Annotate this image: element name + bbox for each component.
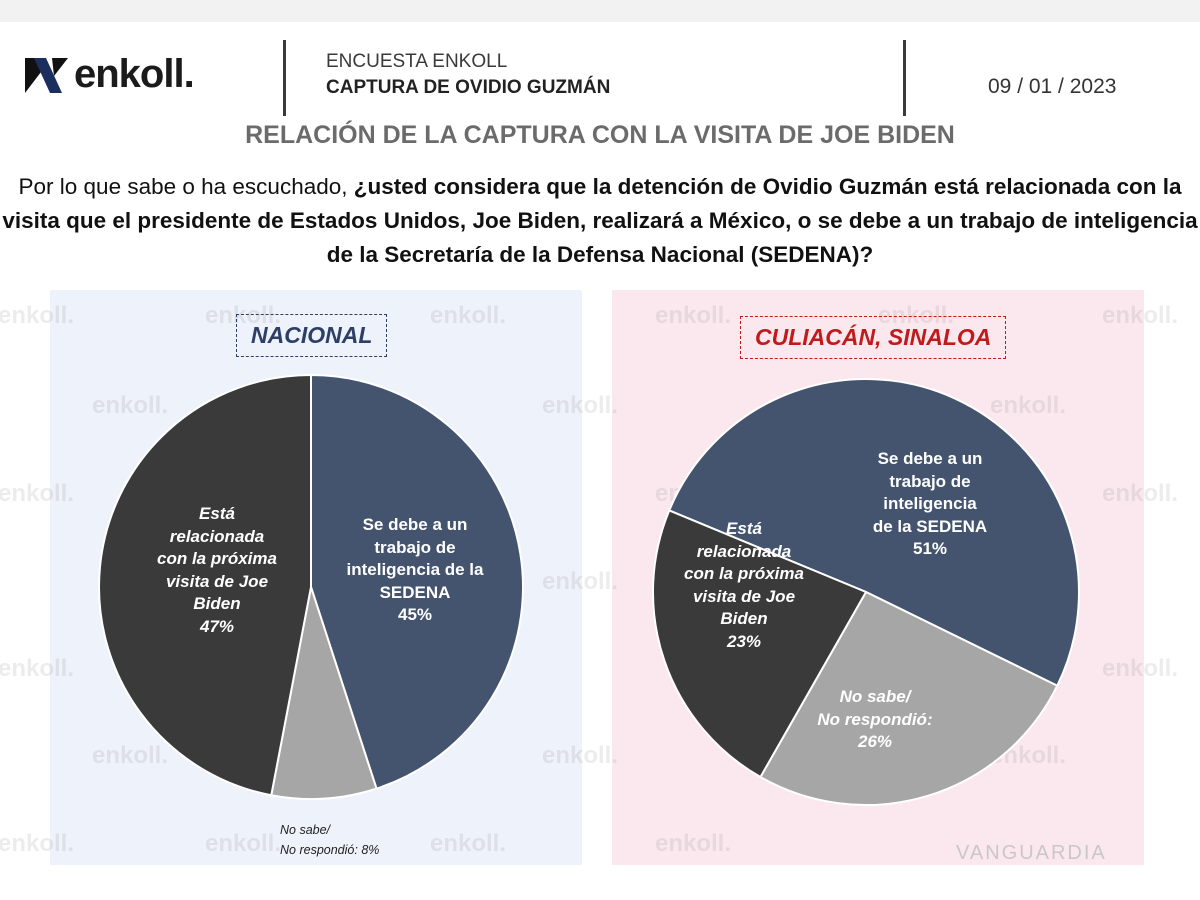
watermark: enkoll.: [655, 830, 732, 857]
header-divider-right: [903, 40, 906, 116]
label-line: Está: [199, 504, 235, 523]
source-watermark: VANGUARDIA: [956, 842, 1107, 864]
pie-slice-culiacan-sedena: [667, 378, 1080, 688]
watermark: enkoll.: [0, 655, 75, 682]
label-line: No respondió:: [280, 843, 358, 857]
top-strip: [0, 0, 1200, 22]
label-value: 45%: [397, 605, 433, 624]
label-line: SEDENA: [379, 582, 451, 602]
label-value: 51%: [912, 539, 948, 558]
label-line: trabajo de: [374, 537, 456, 557]
label-line-with-value: No respondió: 8%: [280, 840, 379, 860]
pie-slice-culiacan-nosabe: [759, 590, 1059, 806]
question-bold: ¿usted considera que la detención de Ovi…: [2, 174, 1198, 267]
label-nacional-nosabe: No sabe/ No respondió: 8%: [280, 820, 379, 860]
label-value: 8%: [361, 843, 380, 857]
label-line: con la próxima: [684, 564, 804, 583]
label-line: Se debe a un: [362, 515, 468, 534]
logo-text: enkoll.: [74, 52, 195, 96]
label-line: de la SEDENA: [872, 516, 988, 536]
label-value: 23%: [726, 631, 762, 651]
watermark: enkoll.: [1102, 302, 1179, 329]
survey-info: ENCUESTA ENKOLL CAPTURA DE OVIDIO GUZMÁN: [326, 50, 610, 102]
question-intro: Por lo que sabe o ha escuchado,: [18, 174, 354, 199]
label-line: relacionada: [169, 526, 265, 546]
label-value: 26%: [857, 732, 893, 751]
watermark: enkoll.: [878, 302, 955, 329]
label-culiacan-sedena: Se debe a un trabajo de inteligencia de …: [850, 448, 1010, 561]
pie-slice-nacional-sedena: [310, 373, 524, 790]
watermark: enkoll.: [542, 568, 619, 595]
region-title-nacional: NACIONAL: [236, 314, 388, 357]
enkoll-logo: enkoll.: [22, 52, 195, 96]
survey-date: 09 / 01 / 2023: [988, 75, 1117, 98]
survey-topic: CAPTURA DE OVIDIO GUZMÁN: [326, 77, 611, 98]
watermark: enkoll.: [205, 302, 282, 329]
label-line: Se debe a un: [877, 449, 983, 468]
watermark: enkoll.: [430, 302, 507, 329]
watermark: enkoll.: [92, 392, 169, 419]
pie-slice-culiacan-biden: [652, 509, 868, 779]
label-nacional-biden: Está relacionada con la próxima visita d…: [132, 503, 302, 638]
watermark: enkoll.: [0, 302, 75, 329]
label-value: 47%: [199, 616, 235, 636]
label-line: inteligencia de la: [346, 560, 484, 579]
header-divider-left: [283, 40, 286, 116]
label-nacional-sedena: Se debe a un trabajo de inteligencia de …: [330, 514, 500, 627]
watermark: enkoll.: [92, 742, 169, 769]
label-line: visita de Joe: [692, 586, 796, 606]
watermark: enkoll.: [990, 392, 1067, 419]
label-line: trabajo de: [889, 471, 971, 491]
watermark: enkoll.: [1102, 480, 1179, 507]
label-line: No sabe/: [280, 823, 331, 837]
label-line: Biden: [720, 609, 768, 628]
pie-slice-nacional-nosabe: [270, 586, 378, 800]
watermark: enkoll.: [0, 480, 75, 507]
watermark: enkoll.: [655, 302, 732, 329]
survey-question: Por lo que sabe o ha escuchado, ¿usted c…: [0, 170, 1200, 272]
label-culiacan-biden: Está relacionada con la próxima visita d…: [664, 518, 824, 653]
watermark: enkoll.: [205, 830, 282, 857]
label-line: visita de Joe: [165, 571, 269, 591]
label-line: inteligencia: [883, 494, 977, 513]
survey-label: ENCUESTA ENKOLL: [326, 51, 508, 72]
watermark: enkoll.: [0, 830, 75, 857]
label-line: Está: [726, 519, 762, 538]
watermark: enkoll.: [542, 392, 619, 419]
region-title-culiacan: CULIACÁN, SINALOA: [740, 316, 1007, 359]
label-line: No sabe/: [839, 687, 911, 706]
pie-slice-nacional-biden: [98, 373, 312, 797]
label-line: con la próxima: [157, 549, 277, 568]
enkoll-logo-icon: [25, 58, 68, 93]
chart-subtitle: RELACIÓN DE LA CAPTURA CON LA VISITA DE …: [245, 121, 955, 149]
label-line: Biden: [193, 594, 241, 613]
watermark: enkoll.: [542, 742, 619, 769]
label-culiacan-nosabe: No sabe/ No respondió: 26%: [795, 686, 955, 754]
label-line: relacionada: [696, 541, 792, 561]
watermark: enkoll.: [1102, 655, 1179, 682]
label-line: No respondió:: [817, 709, 933, 729]
watermark: enkoll.: [430, 830, 507, 857]
